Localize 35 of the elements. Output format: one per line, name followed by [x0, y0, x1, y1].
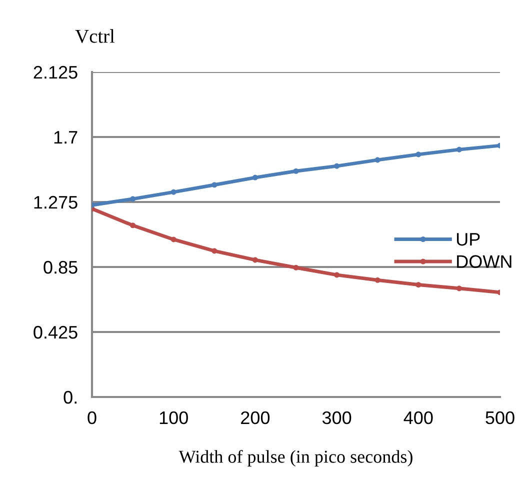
y-tick-label: 1.7: [54, 131, 78, 144]
legend-label: UP: [456, 233, 480, 246]
point: [334, 272, 340, 278]
point: [293, 168, 299, 174]
legend-label: DOWN: [457, 255, 512, 268]
point: [170, 189, 176, 195]
point: [252, 257, 258, 263]
x-tick-label: 100: [160, 411, 188, 424]
point: [293, 264, 299, 270]
y-tick-label: 0.425: [34, 326, 78, 339]
line-series: [92, 142, 500, 208]
point: [374, 157, 380, 163]
point: [416, 282, 422, 288]
point: [374, 277, 380, 283]
point: [456, 146, 462, 152]
x-axis-title: Width of pulse (in pico seconds): [178, 450, 412, 466]
point: [212, 182, 218, 188]
point: [334, 163, 340, 169]
x-tick-label: 0: [88, 411, 96, 424]
y-tick-label: 0.85: [44, 260, 78, 274]
point: [456, 286, 462, 292]
x-tick-label: 500: [486, 411, 514, 424]
y-tick-label: 0.: [64, 390, 76, 404]
y-tick-label: 2.125: [34, 66, 78, 79]
y-tick-label: 1.275: [34, 196, 78, 209]
point: [212, 248, 218, 254]
x-tick-label: 200: [241, 411, 270, 424]
point: [130, 222, 136, 228]
x-tick-label: 300: [322, 411, 352, 424]
point: [252, 174, 258, 180]
y-axis-title: Vctrl: [75, 29, 115, 43]
point: [170, 236, 176, 242]
point: [416, 152, 422, 158]
x-tick-label: 400: [404, 411, 433, 424]
point: [130, 196, 136, 202]
